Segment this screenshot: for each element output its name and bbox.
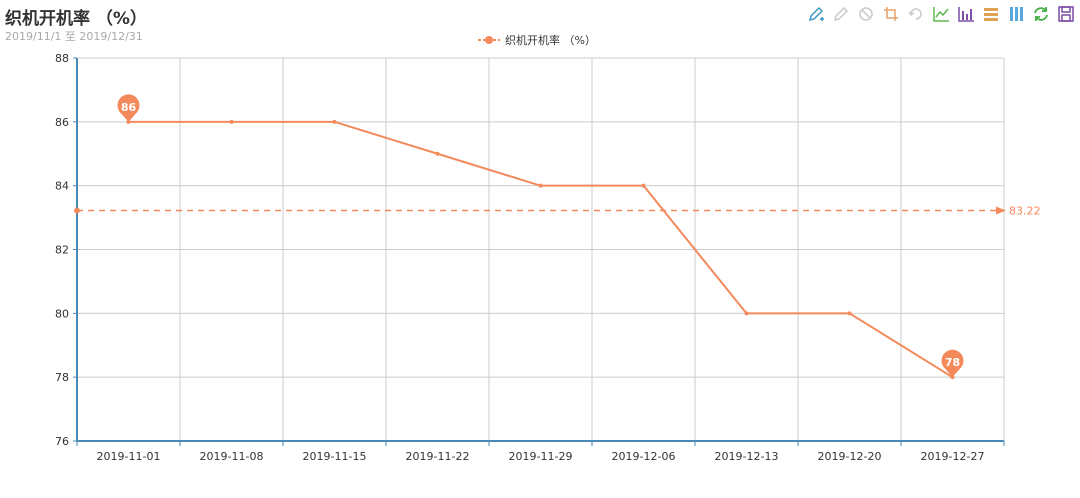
tiled-button[interactable] [1005,3,1026,24]
x-tick-label: 2019-11-01 [97,450,161,463]
data-zoom-button[interactable] [880,3,901,24]
mark-clear-button[interactable] [855,3,876,24]
data-point [332,119,337,124]
stack-icon [983,7,998,21]
data-point [744,311,749,316]
data-point [229,119,234,124]
data-point [641,183,646,188]
legend-line-icon [478,36,500,44]
toolbox [805,3,1076,24]
y-tick-label: 86 [55,116,69,129]
markline-arrow [996,206,1006,215]
save-image-button[interactable] [1055,3,1076,24]
chart-subtitle: 2019/11/1 至 2019/12/31 [5,30,143,43]
data-zoom-reset-icon [907,7,922,20]
mark-undo-button[interactable] [830,3,851,24]
x-tick-label: 2019-11-08 [200,450,264,463]
chart-title: 织机开机率 （%） [5,9,147,29]
x-tick-label: 2019-11-15 [303,450,367,463]
bar-chart-button[interactable] [955,3,976,24]
bar-chart-icon [957,6,974,22]
legend-label: 织机开机率 （%） [505,34,596,47]
stack-button[interactable] [980,3,1001,24]
markpoint-label: 86 [121,101,137,114]
save-image-icon [1057,5,1074,22]
tiled-icon [1009,6,1023,21]
markpoint-pin [941,349,964,378]
y-tick-label: 82 [55,244,69,257]
y-tick-label: 88 [55,52,69,65]
data-zoom-icon [883,6,898,21]
mark-undo-icon [833,6,848,21]
data-point [435,151,440,156]
x-tick-label: 2019-12-06 [612,450,676,463]
data-point [538,183,543,188]
x-tick-label: 2019-11-29 [509,450,573,463]
y-tick-label: 80 [55,307,69,320]
x-tick-label: 2019-11-22 [406,450,470,463]
x-tick-label: 2019-12-27 [921,450,985,463]
y-tick-label: 84 [55,180,69,193]
mark-button[interactable] [805,3,826,24]
mark-icon [808,6,824,21]
markline-label: 83.22 [1009,205,1041,218]
line-chart-button[interactable] [930,3,951,24]
x-tick-label: 2019-12-13 [715,450,779,463]
line-chart-icon [932,6,949,22]
mark-clear-icon [858,6,873,21]
data-zoom-reset-button[interactable] [905,3,926,24]
markpoint-label: 78 [945,356,960,369]
x-tick-label: 2019-12-20 [818,450,882,463]
refresh-button[interactable] [1030,3,1051,24]
y-tick-label: 76 [55,435,69,448]
data-point [847,311,852,316]
legend[interactable]: 织机开机率 （%） [478,32,596,48]
refresh-icon [1033,6,1048,21]
markpoint-pin [117,94,140,122]
y-tick-label: 78 [55,371,69,384]
